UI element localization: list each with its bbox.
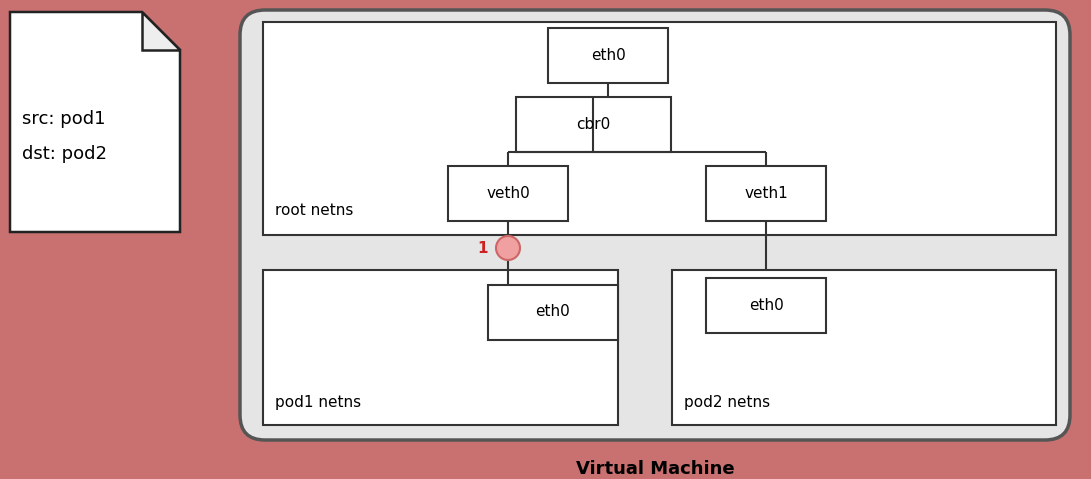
Ellipse shape xyxy=(496,236,520,260)
Text: eth0: eth0 xyxy=(748,297,783,312)
Bar xyxy=(672,270,1056,425)
Bar xyxy=(488,285,618,340)
Polygon shape xyxy=(10,12,180,232)
Bar xyxy=(448,166,568,221)
Text: veth0: veth0 xyxy=(487,185,530,201)
Text: veth1: veth1 xyxy=(744,185,788,201)
Text: pod1 netns: pod1 netns xyxy=(275,395,361,410)
Bar xyxy=(548,28,668,83)
Text: cbr0: cbr0 xyxy=(576,116,610,132)
Text: root netns: root netns xyxy=(275,203,353,218)
Text: eth0: eth0 xyxy=(536,305,571,319)
Bar xyxy=(263,270,618,425)
FancyBboxPatch shape xyxy=(240,10,1070,440)
Text: Virtual Machine: Virtual Machine xyxy=(576,460,734,478)
Bar xyxy=(516,97,671,152)
Bar xyxy=(263,22,1056,235)
Text: src: pod1: src: pod1 xyxy=(22,110,106,128)
Text: pod2 netns: pod2 netns xyxy=(684,395,770,410)
Text: eth0: eth0 xyxy=(590,47,625,62)
Polygon shape xyxy=(142,12,180,50)
Bar xyxy=(706,278,826,333)
Text: dst: pod2: dst: pod2 xyxy=(22,145,107,163)
Text: 1: 1 xyxy=(478,240,488,255)
Bar xyxy=(706,166,826,221)
